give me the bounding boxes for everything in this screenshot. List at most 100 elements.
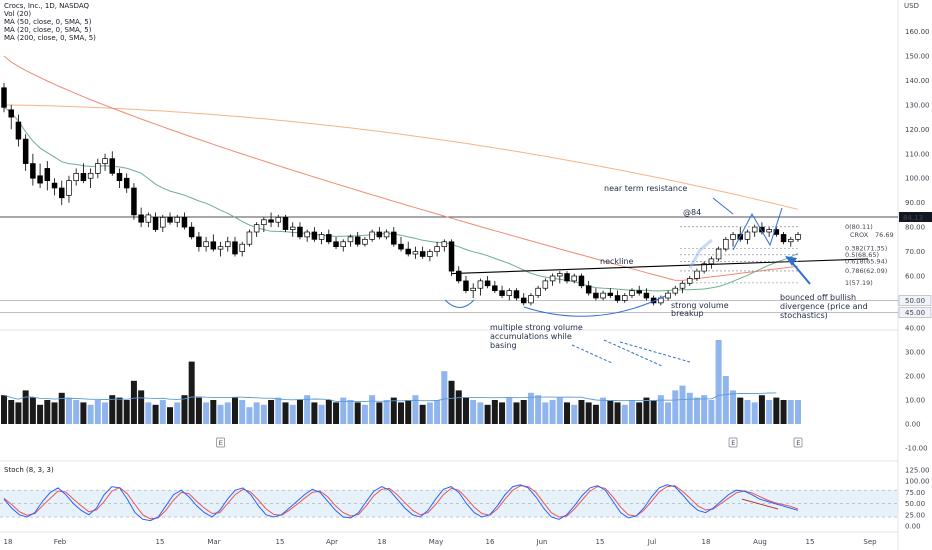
price-candle[interactable] <box>225 241 231 248</box>
volume-bar[interactable] <box>499 402 506 424</box>
volume-bar[interactable] <box>527 392 534 424</box>
volume-bar[interactable] <box>383 400 390 424</box>
volume-bar[interactable] <box>347 400 354 424</box>
volume-bar[interactable] <box>448 380 455 424</box>
volume-bar[interactable] <box>542 402 549 424</box>
volume-bar[interactable] <box>665 402 672 424</box>
volume-bar[interactable] <box>470 400 477 424</box>
price-candle[interactable] <box>484 280 491 287</box>
price-candle[interactable] <box>268 219 274 223</box>
price-candle[interactable] <box>232 241 238 255</box>
price-candle[interactable] <box>585 285 592 294</box>
price-candle[interactable] <box>672 287 679 294</box>
volume-bar[interactable] <box>102 402 109 424</box>
volume-bar[interactable] <box>260 404 267 424</box>
volume-bar[interactable] <box>116 397 123 424</box>
price-candle[interactable] <box>167 216 173 223</box>
volume-bar[interactable] <box>22 390 29 424</box>
price-candle[interactable] <box>44 168 51 182</box>
volume-bar[interactable] <box>751 402 758 424</box>
price-candle[interactable] <box>354 236 361 245</box>
volume-bar[interactable] <box>15 402 22 424</box>
price-candle[interactable] <box>520 297 527 304</box>
price-candle[interactable] <box>694 270 700 279</box>
price-candle[interactable] <box>66 180 72 196</box>
volume-bar[interactable] <box>159 400 166 424</box>
price-candle[interactable] <box>131 187 137 216</box>
volume-bar[interactable] <box>643 397 650 424</box>
price-candle[interactable] <box>730 234 736 240</box>
price-candle[interactable] <box>427 251 433 257</box>
volume-bar[interactable] <box>592 404 599 424</box>
price-candle[interactable] <box>188 226 195 238</box>
volume-bar[interactable] <box>650 400 657 424</box>
price-candle[interactable] <box>181 216 188 228</box>
volume-bar[interactable] <box>657 395 664 424</box>
price-candle[interactable] <box>528 295 534 304</box>
price-candle[interactable] <box>362 238 368 245</box>
price-candle[interactable] <box>506 290 513 296</box>
volume-bar[interactable] <box>8 400 15 424</box>
price-candle[interactable] <box>398 243 404 250</box>
price-candle[interactable] <box>109 158 116 174</box>
price-candle[interactable] <box>614 295 621 301</box>
volume-bar[interactable] <box>571 404 578 424</box>
ma200-indicator-label[interactable]: MA (200, close, 0, SMA, 5) <box>4 34 96 42</box>
price-candle[interactable] <box>210 241 217 250</box>
volume-bar[interactable] <box>441 371 448 424</box>
price-candle[interactable] <box>557 273 563 277</box>
price-candle[interactable] <box>253 224 260 233</box>
earnings-marker[interactable] <box>216 437 225 448</box>
volume-bar[interactable] <box>600 397 607 424</box>
volume-bar[interactable] <box>354 402 361 424</box>
price-candle[interactable] <box>419 251 426 257</box>
volume-bar[interactable] <box>585 402 592 424</box>
price-candle[interactable] <box>643 292 650 299</box>
volume-bar[interactable] <box>412 395 419 424</box>
price-candle[interactable] <box>282 216 289 230</box>
volume-bar[interactable] <box>491 400 498 424</box>
price-candle[interactable] <box>600 292 606 299</box>
volume-bar[interactable] <box>376 402 383 424</box>
price-candle[interactable] <box>636 290 642 294</box>
price-candle[interactable] <box>542 280 549 289</box>
price-candle[interactable] <box>744 231 751 240</box>
volume-bar[interactable] <box>195 397 202 424</box>
volume-bar[interactable] <box>203 402 210 424</box>
volume-bar[interactable] <box>390 397 397 424</box>
volume-bar[interactable] <box>130 380 137 424</box>
volume-bar[interactable] <box>795 400 801 424</box>
volume-bar[interactable] <box>1 395 7 424</box>
price-candle[interactable] <box>326 234 332 243</box>
volume-bar[interactable] <box>296 400 303 424</box>
price-candle[interactable] <box>261 219 267 226</box>
volume-bar[interactable] <box>138 390 145 424</box>
volume-bar[interactable] <box>145 402 152 424</box>
price-candle[interactable] <box>434 246 440 252</box>
volume-bar[interactable] <box>304 395 311 424</box>
price-candle[interactable] <box>51 182 58 189</box>
price-candle[interactable] <box>477 280 484 289</box>
ma20-indicator-label[interactable]: MA (20, close, 0, SMA, 5) <box>4 26 92 34</box>
price-candle[interactable] <box>37 175 43 184</box>
volume-bar[interactable] <box>672 390 679 424</box>
volume-bar[interactable] <box>766 400 773 424</box>
volume-bar[interactable] <box>780 400 787 424</box>
volume-bar[interactable] <box>311 402 318 424</box>
price-candle[interactable] <box>30 163 36 179</box>
price-candle[interactable] <box>304 231 310 238</box>
volume-bar[interactable] <box>773 397 780 424</box>
price-candle[interactable] <box>275 216 282 223</box>
volume-bar[interactable] <box>564 402 571 424</box>
price-candle[interactable] <box>571 275 577 282</box>
volume-bar[interactable] <box>210 400 217 424</box>
price-candle[interactable] <box>535 287 541 296</box>
volume-bar[interactable] <box>340 397 347 424</box>
volume-bar[interactable] <box>188 361 195 424</box>
volume-bar[interactable] <box>181 395 188 424</box>
symbol-title[interactable]: Crocs, Inc., 1D, NASDAQ <box>4 2 90 10</box>
volume-bar[interactable] <box>94 400 101 424</box>
price-candle[interactable] <box>665 292 671 299</box>
volume-bar[interactable] <box>361 404 368 424</box>
